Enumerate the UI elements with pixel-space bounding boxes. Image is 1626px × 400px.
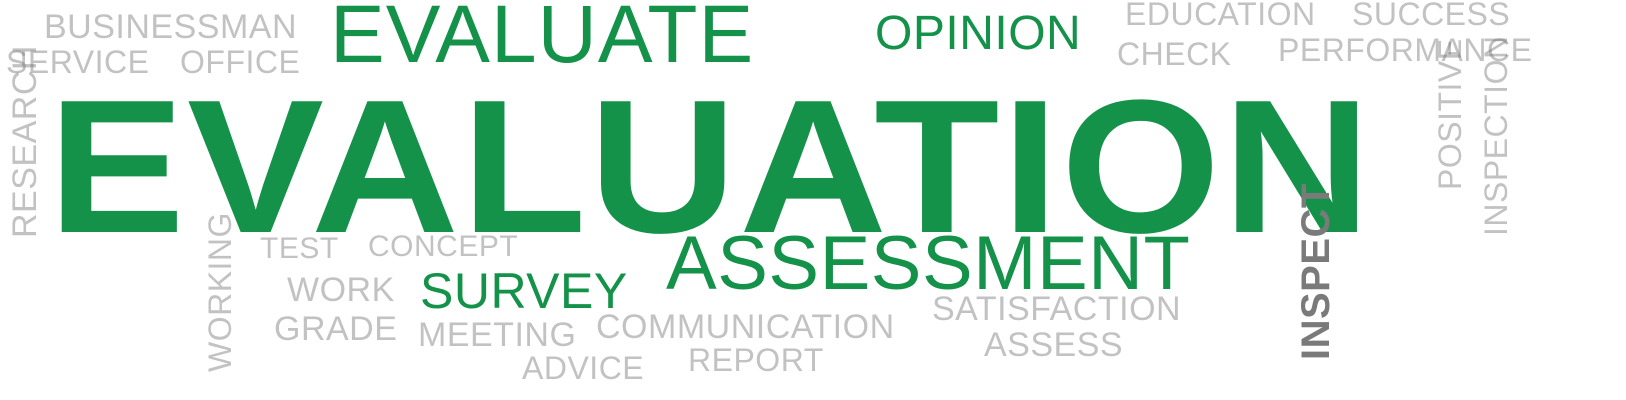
word-satisfaction: SATISFACTION (932, 290, 1182, 328)
word-performance: PERFORMANCE (1278, 32, 1533, 68)
word-evaluation: EVALUATION (48, 61, 1373, 273)
word-working: WORKING (202, 212, 238, 372)
word-work: WORK (287, 271, 395, 309)
word-inspection: INSPECTION (1478, 35, 1514, 236)
word-assess: ASSESS (984, 326, 1124, 364)
word-success: SUCCESS (1352, 0, 1511, 32)
word-meeting: MEETING (418, 316, 577, 354)
word-research: RESEARCH (6, 45, 44, 238)
word-service: SERVICE (6, 44, 150, 80)
word-evaluate: EVALUATE (330, 0, 755, 80)
word-inspect: INSPECT (1294, 183, 1338, 360)
word-businessman: BUSINESSMAN (44, 8, 297, 46)
word-office: OFFICE (180, 44, 301, 80)
word-positive: POSITIVE (1432, 38, 1468, 190)
word-assessment: ASSESSMENT (666, 221, 1191, 306)
word-report: REPORT (688, 342, 824, 378)
word-test: TEST (260, 232, 339, 265)
word-opinion: OPINION (875, 7, 1082, 60)
word-survey: SURVEY (420, 263, 628, 319)
word-advice: ADVICE (522, 350, 645, 386)
word-education: EDUCATION (1125, 0, 1316, 32)
word-communication: COMMUNICATION (596, 308, 895, 346)
word-grade: GRADE (274, 310, 398, 348)
word-concept: CONCEPT (368, 230, 519, 263)
word-check: CHECK (1117, 36, 1232, 72)
